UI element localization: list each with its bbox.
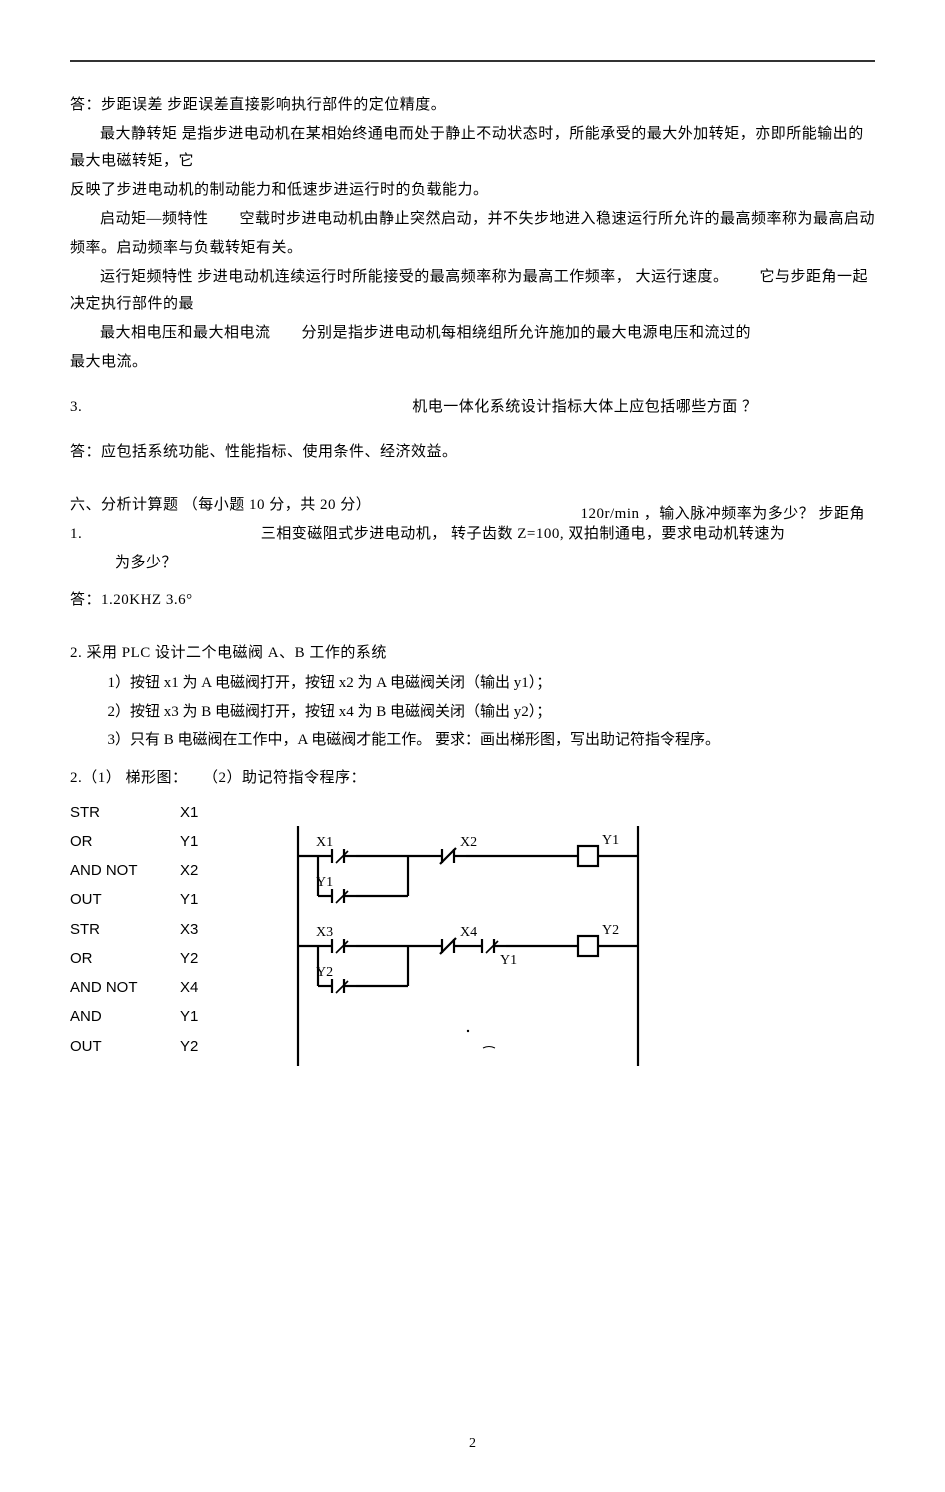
mnemonic-op: OR xyxy=(70,944,180,973)
mnemonic-row: AND NOTX4 xyxy=(70,973,198,1002)
question-number: 3. xyxy=(70,394,82,421)
mnemonic-arg: Y1 xyxy=(180,885,198,914)
mnemonic-row: ORY2 xyxy=(70,944,198,973)
ladder-diagram: X1 X2 Y1 Y1 X3 X4 Y1 Y2 Y2 xyxy=(288,816,648,1076)
answer-text: 频率。启动频率与负载转矩有关。 xyxy=(70,235,875,262)
ladder-svg: X1 X2 Y1 Y1 X3 X4 Y1 Y2 Y2 xyxy=(288,816,648,1076)
mnemonic-arg: Y2 xyxy=(180,944,198,973)
svg-text:Y1: Y1 xyxy=(316,875,333,890)
svg-text:Y2: Y2 xyxy=(316,965,333,980)
question-2-item: 2）按钮 x3 为 B 电磁阀打开，按钮 x4 为 B 电磁阀关闭（输出 y2）… xyxy=(70,698,875,727)
question-number: 1. xyxy=(70,526,82,542)
mnemonic-op: AND xyxy=(70,1002,180,1031)
mnemonic-op: STR xyxy=(70,798,180,827)
mnemonic-op: AND NOT xyxy=(70,856,180,885)
question-1-tail: 为多少？ xyxy=(70,550,875,577)
mnemonic-arg: Y1 xyxy=(180,1002,198,1031)
mnemonic-row: STRX3 xyxy=(70,915,198,944)
mnemonic-op: OUT xyxy=(70,1032,180,1061)
svg-text:X4: X4 xyxy=(460,925,477,940)
mnemonic-row: ANDY1 xyxy=(70,1002,198,1031)
document-page: 答：步距误差 步距误差直接影响执行部件的定位精度。 最大静转矩 是指步进电动机在… xyxy=(0,0,945,1492)
question-text: 机电一体化系统设计指标大体上应包括哪些方面 ？ xyxy=(412,394,757,421)
answer-text: 启动矩—频特性 空载时步进电动机由静止突然启动，并不失步地进入稳速运行所允许的最… xyxy=(70,206,875,233)
mnemonic-row: AND NOTX2 xyxy=(70,856,198,885)
svg-text:Y1: Y1 xyxy=(500,953,517,968)
answer-text: 答：1.20KHZ 3.6° xyxy=(70,587,875,614)
svg-text:X3: X3 xyxy=(316,925,333,940)
question-2-item: 3）只有 B 电磁阀在工作中，A 电磁阀才能工作。 要求：画出梯形图，写出助记符… xyxy=(70,726,875,755)
mnemonic-arg: Y1 xyxy=(180,827,198,856)
question-2-head: 2. 采用 PLC 设计二个电磁阀 A、B 工作的系统 xyxy=(70,640,875,667)
mnemonic-row: ORY1 xyxy=(70,827,198,856)
mnemonic-arg: X3 xyxy=(180,915,198,944)
question-1-wrap: 120r/min ，输入脉冲频率为多少？ 步距角 1. 三相变磁阻式步进电动机，… xyxy=(70,521,875,577)
answer-text: 答：步距误差 步距误差直接影响执行部件的定位精度。 xyxy=(70,92,875,119)
question-2-answer-head: 2.（1） 梯形图： （2）助记符指令程序： xyxy=(70,765,875,792)
svg-text:Y1: Y1 xyxy=(602,833,619,848)
question-2-item: 1）按钮 x1 为 A 电磁阀打开，按钮 x2 为 A 电磁阀关闭（输出 y1）… xyxy=(70,669,875,698)
question-text: 三相变磁阻式步进电动机， 转子齿数 Z=100, 双拍制通电，要求电动机转速为 xyxy=(261,526,786,542)
mnemonic-arg: Y2 xyxy=(180,1032,198,1061)
answer-text: 运行矩频特性 步进电动机连续运行时所能接受的最高频率称为最高工作频率， 大运行速… xyxy=(70,264,875,318)
answer-text: 最大电流。 xyxy=(70,349,875,376)
mnemonic-row: STRX1 xyxy=(70,798,198,827)
mnemonic-op: AND NOT xyxy=(70,973,180,1002)
mnemonic-row: OUTY1 xyxy=(70,885,198,914)
mnemonic-list: STRX1ORY1AND NOTX2OUTY1STRX3ORY2AND NOTX… xyxy=(70,798,198,1061)
answer-block: STRX1ORY1AND NOTX2OUTY1STRX3ORY2AND NOTX… xyxy=(70,798,875,1076)
question-3: 3. 机电一体化系统设计指标大体上应包括哪些方面 ？ xyxy=(70,394,875,421)
mnemonic-row: OUTY2 xyxy=(70,1032,198,1061)
mnemonic-arg: X4 xyxy=(180,973,198,1002)
mnemonic-op: OR xyxy=(70,827,180,856)
svg-text:Y2: Y2 xyxy=(602,923,619,938)
horizontal-rule xyxy=(70,60,875,62)
answer-text: 最大相电压和最大相电流 分别是指步进电动机每相绕组所允许施加的最大电源电压和流过… xyxy=(70,320,875,347)
question-1-right: 120r/min ，输入脉冲频率为多少？ 步距角 xyxy=(581,501,866,528)
svg-text:X2: X2 xyxy=(460,835,477,850)
answer-text: 最大静转矩 是指步进电动机在某相始终通电而处于静止不动状态时，所能承受的最大外加… xyxy=(70,121,875,175)
svg-text:X1: X1 xyxy=(316,835,333,850)
answer-text: 答：应包括系统功能、性能指标、使用条件、经济效益。 xyxy=(70,439,875,466)
mnemonic-arg: X2 xyxy=(180,856,198,885)
mnemonic-op: STR xyxy=(70,915,180,944)
page-number: 2 xyxy=(70,1436,875,1452)
mnemonic-arg: X1 xyxy=(180,798,198,827)
mnemonic-op: OUT xyxy=(70,885,180,914)
answer-text: 反映了步进电动机的制动能力和低速步进运行时的负载能力。 xyxy=(70,177,875,204)
